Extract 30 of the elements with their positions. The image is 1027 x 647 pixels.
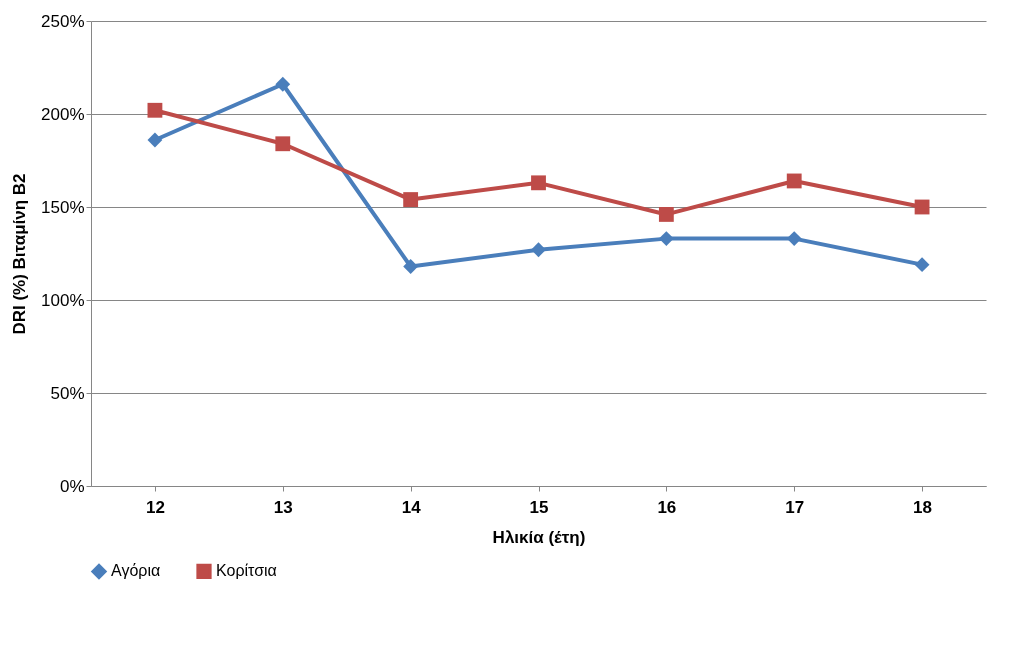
y-tick-label: 50% [50, 383, 85, 403]
point [147, 132, 163, 148]
point [914, 257, 930, 273]
y-tick-label: 150% [41, 197, 85, 217]
x-tick-label: 12 [145, 497, 165, 517]
point [403, 259, 419, 274]
y-tick-label: 0% [59, 476, 85, 496]
legend-label: Αγόρια [111, 562, 161, 580]
point [403, 192, 419, 207]
x-tick-label: 13 [273, 497, 293, 517]
x-tick-label: 18 [913, 497, 933, 517]
x-tick-label: 17 [785, 497, 805, 517]
point [147, 102, 163, 118]
point [531, 175, 546, 191]
point [658, 231, 674, 247]
point [658, 207, 674, 222]
x-tick-label: 14 [401, 497, 422, 517]
x-axis-title: Ηλικία (έτη) [492, 527, 586, 547]
y-tick-label: 100% [41, 290, 85, 310]
x-tick-label: 16 [657, 497, 677, 517]
y-axis-title: DRI (%) Βιταμίνη B2 [10, 173, 30, 335]
point [786, 173, 802, 189]
point [786, 231, 802, 247]
point [275, 136, 291, 152]
y-tick-label: 250% [41, 11, 85, 31]
point [275, 76, 291, 92]
legend-label: Κορίτσια [216, 562, 277, 580]
y-tick-label: 200% [41, 104, 85, 124]
x-tick-label: 15 [529, 497, 549, 517]
point [531, 242, 546, 258]
